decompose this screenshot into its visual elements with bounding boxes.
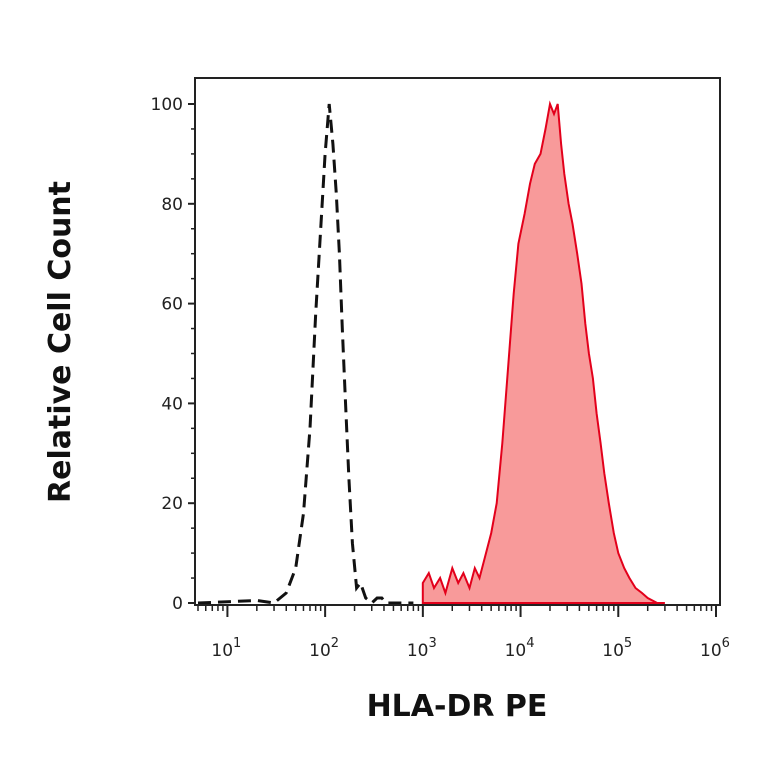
x-tick-label: 106	[700, 636, 730, 661]
x-tick-label: 101	[211, 636, 241, 661]
y-tick-label: 0	[172, 594, 183, 614]
y-tick-label: 60	[161, 295, 183, 315]
y-tick-label: 40	[161, 394, 183, 414]
negative-control-dashed-line	[197, 103, 414, 605]
y-axis: 0 20 40 60 80 100	[151, 95, 195, 614]
y-axis-title: Relative Cell Count	[43, 181, 78, 503]
y-tick-label: 20	[161, 494, 183, 514]
y-tick-label: 80	[161, 195, 183, 215]
x-tick-label: 102	[309, 636, 339, 661]
hla-dr-pe-filled-histogram	[421, 100, 665, 604]
plot-frame	[194, 77, 721, 606]
plot-area	[194, 77, 721, 606]
x-tick-label: 105	[602, 636, 632, 661]
y-tick-label: 100	[151, 95, 183, 115]
x-tick-label: 103	[407, 636, 437, 661]
x-tick-label: 104	[505, 636, 535, 661]
x-axis-title: HLA-DR PE	[367, 689, 548, 724]
x-axis: 101 102 103 104 105 106	[197, 605, 730, 661]
